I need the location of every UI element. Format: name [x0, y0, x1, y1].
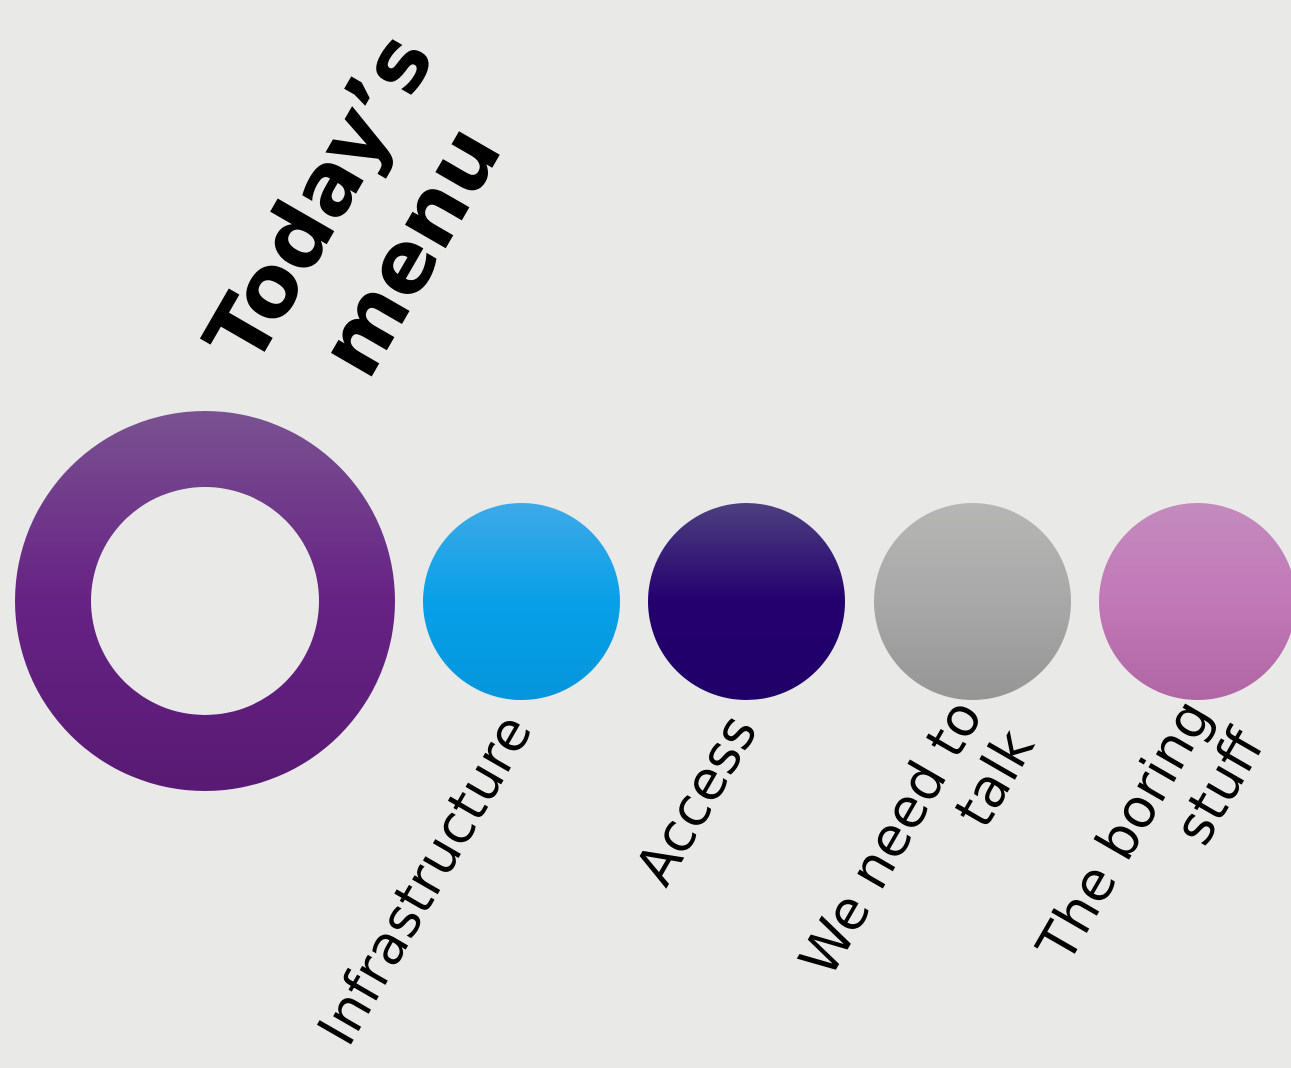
- item-label-access: Access: [622, 704, 770, 896]
- item-label-the-boring-stuff: The boring stuff: [1025, 689, 1277, 1002]
- item-label-infrastructure: Infrastructure: [305, 704, 545, 1056]
- item-dot-infrastructure[interactable]: [423, 503, 620, 700]
- title-ring-center: [91, 487, 319, 715]
- item-label-line: Infrastructure: [305, 704, 545, 1056]
- item-label-line: Access: [622, 704, 770, 896]
- item-dot-we-need-to-talk[interactable]: [874, 503, 1071, 700]
- title-ring: [15, 411, 395, 791]
- item-dot-the-boring-stuff[interactable]: [1099, 503, 1291, 700]
- item-dot-access[interactable]: [648, 503, 845, 700]
- item-label-we-need-to-talk: We need to talk: [787, 689, 1047, 1016]
- diagram-title: Today’s menu: [183, 15, 546, 435]
